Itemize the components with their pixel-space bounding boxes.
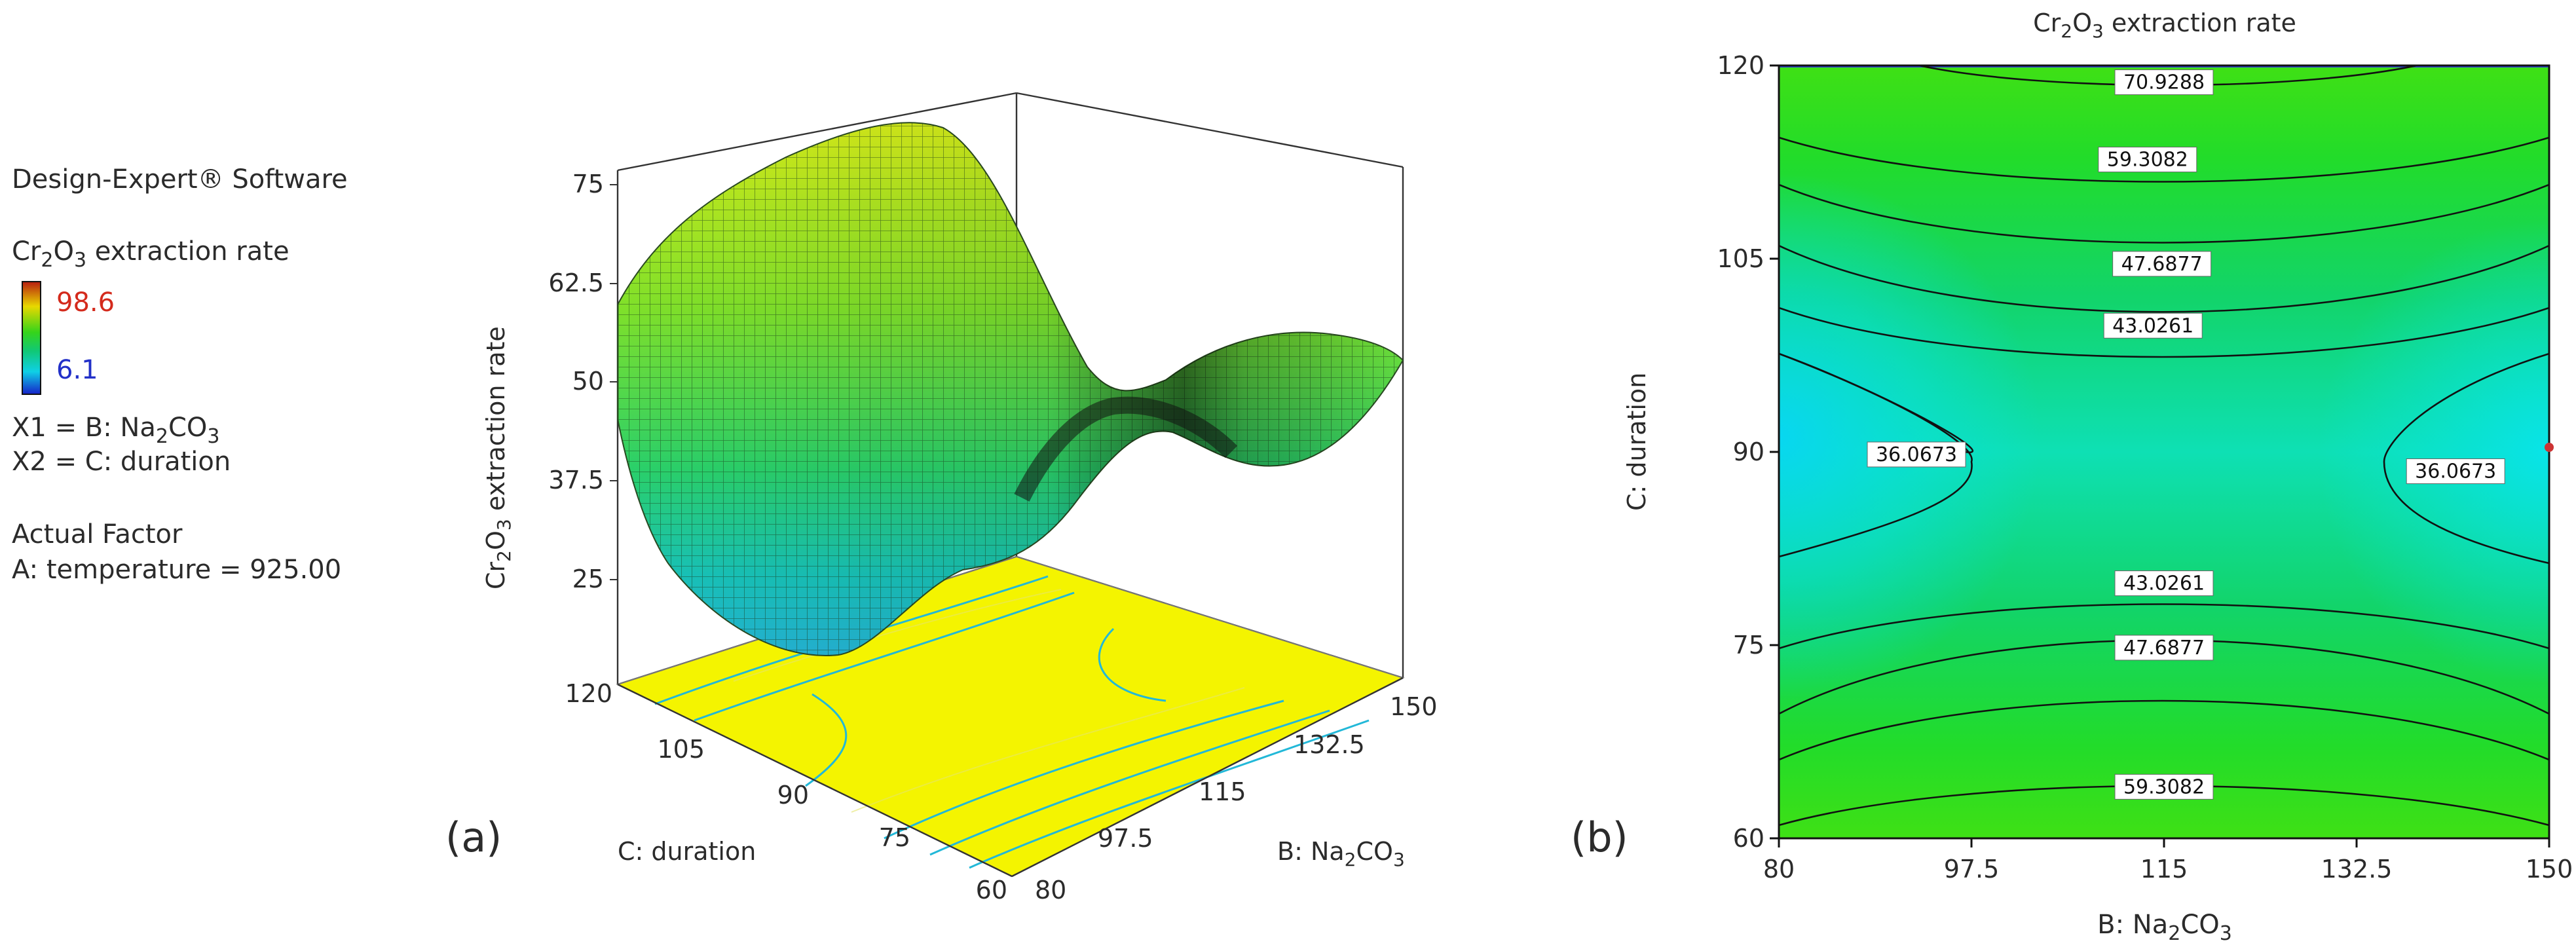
svg-text:59.3082: 59.3082: [2123, 775, 2205, 798]
z-tick-75: 75: [572, 170, 604, 198]
panel-label-b: (b): [1571, 813, 1628, 861]
contour-y-label: C: duration: [1622, 373, 1651, 511]
x2-definition: X2 = C: duration: [12, 447, 231, 477]
svg-text:47.6877: 47.6877: [2123, 637, 2205, 660]
x-tick-label: 132.5: [2321, 855, 2393, 884]
svg-text:43.0261: 43.0261: [2123, 572, 2205, 595]
z-axis: 75 62.5 50 37.5 25 Cr2O3 extraction rate: [481, 170, 618, 593]
software-name: Design-Expert® Software: [12, 164, 348, 195]
svg-text:59.3082: 59.3082: [2107, 149, 2188, 172]
actual-factor-value: A: temperature = 925.00: [12, 555, 341, 585]
response-name: Cr2O3 extraction rate: [12, 236, 289, 272]
contour-level-label: 59.3082: [2098, 147, 2197, 173]
surface-valley: [1014, 396, 1238, 502]
z-tick-25: 25: [572, 565, 604, 593]
floor-contours: [654, 575, 1370, 869]
z-axis-label: Cr2O3 extraction rate: [481, 326, 515, 589]
na2co3-tick-97.5: 97.5: [1098, 824, 1153, 853]
y-tick-label: 90: [1733, 437, 1764, 466]
svg-text:70.9288: 70.9288: [2123, 71, 2205, 94]
panel-label-a: (a): [445, 813, 502, 861]
na2co3-axis: 80 97.5 115 132.5 150 B: Na2CO3: [1035, 692, 1438, 904]
na2co3-tick-150: 150: [1390, 692, 1438, 721]
duration-tick-120: 120: [565, 679, 612, 708]
contour-level-label: 43.0261: [2103, 312, 2203, 339]
na2co3-tick-80: 80: [1035, 876, 1066, 904]
duration-tick-105: 105: [657, 735, 705, 764]
svg-text:43.0261: 43.0261: [2112, 314, 2193, 337]
na2co3-tick-115: 115: [1199, 777, 1246, 806]
duration-axis-label: C: duration: [618, 837, 756, 866]
duration-tick-60: 60: [976, 876, 1007, 904]
contour-level-label: 47.6877: [2112, 251, 2212, 277]
x-tick-label: 80: [1763, 855, 1795, 884]
svg-text:36.0673: 36.0673: [2415, 460, 2496, 483]
actual-factor-title: Actual Factor: [12, 519, 183, 549]
contour-title: Cr2O3 extraction rate: [2033, 9, 2296, 42]
z-tick-50: 50: [572, 367, 604, 396]
contour-level-label: 36.0673: [2406, 458, 2505, 484]
z-tick-37.5: 37.5: [548, 466, 604, 494]
na2co3-axis-label: B: Na2CO3: [1277, 837, 1405, 870]
floor-contours-faint: [733, 589, 1245, 813]
y-tick-label: 60: [1733, 824, 1764, 853]
colorbar-high-label: 98.6: [56, 288, 115, 318]
contour-level-label: 70.9288: [2114, 69, 2214, 96]
contour-level-label: 47.6877: [2114, 635, 2214, 661]
x-tick-label: 97.5: [1944, 855, 2000, 884]
contour-level-label: 59.3082: [2114, 773, 2214, 800]
y-tick-label: 120: [1717, 51, 1764, 80]
contour-level-label: 43.0261: [2114, 570, 2214, 597]
x-tick-label: 115: [2140, 855, 2188, 884]
z-tick-62.5: 62.5: [548, 269, 604, 297]
contour-labels: 70.9288 59.3082 47.6877 43.0261 36.0673 36.06…: [1867, 69, 2505, 800]
surface-plot: 75 62.5 50 37.5 25 Cr2O3 extraction rate…: [445, 92, 1438, 904]
contour-level-label: 36.0673: [1867, 441, 1966, 468]
x1-definition: X1 = B: Na2CO3: [12, 413, 219, 448]
surface-shading: [618, 122, 1403, 656]
y-tick-label: 75: [1733, 631, 1764, 660]
colorbar-low-label: 6.1: [56, 355, 98, 385]
svg-text:47.6877: 47.6877: [2121, 253, 2203, 276]
y-tick-label: 105: [1717, 244, 1764, 273]
na2co3-tick-132.5: 132.5: [1294, 730, 1365, 759]
duration-tick-75: 75: [879, 823, 910, 852]
colorbar: [22, 281, 41, 395]
design-point-marker: [2545, 443, 2554, 452]
legend: Design-Expert® Software Cr2O3 extraction…: [12, 164, 348, 585]
svg-text:36.0673: 36.0673: [1876, 443, 1957, 466]
contour-plot: Cr2O3 extraction rate 70.9288: [1571, 9, 2573, 945]
x-tick-label: 150: [2526, 855, 2573, 884]
duration-tick-90: 90: [777, 781, 809, 809]
contour-x-label: B: Na2CO3: [2097, 910, 2232, 945]
duration-axis: 120 105 90 75 60 C: duration: [565, 679, 1007, 904]
